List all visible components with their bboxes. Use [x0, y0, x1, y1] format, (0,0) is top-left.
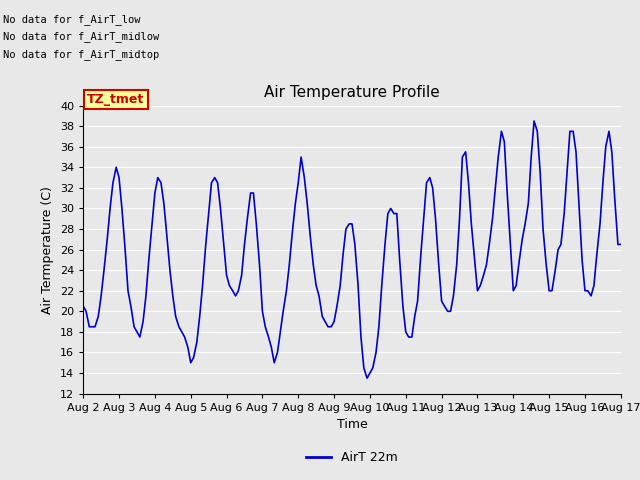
Legend: AirT 22m: AirT 22m	[301, 446, 403, 469]
Text: TZ_tmet: TZ_tmet	[88, 93, 145, 106]
Y-axis label: Air Termperature (C): Air Termperature (C)	[42, 186, 54, 313]
Text: No data for f_AirT_midtop: No data for f_AirT_midtop	[3, 49, 159, 60]
Text: No data for f_AirT_midlow: No data for f_AirT_midlow	[3, 31, 159, 42]
Title: Air Temperature Profile: Air Temperature Profile	[264, 85, 440, 100]
Text: No data for f_AirT_low: No data for f_AirT_low	[3, 13, 141, 24]
X-axis label: Time: Time	[337, 418, 367, 431]
